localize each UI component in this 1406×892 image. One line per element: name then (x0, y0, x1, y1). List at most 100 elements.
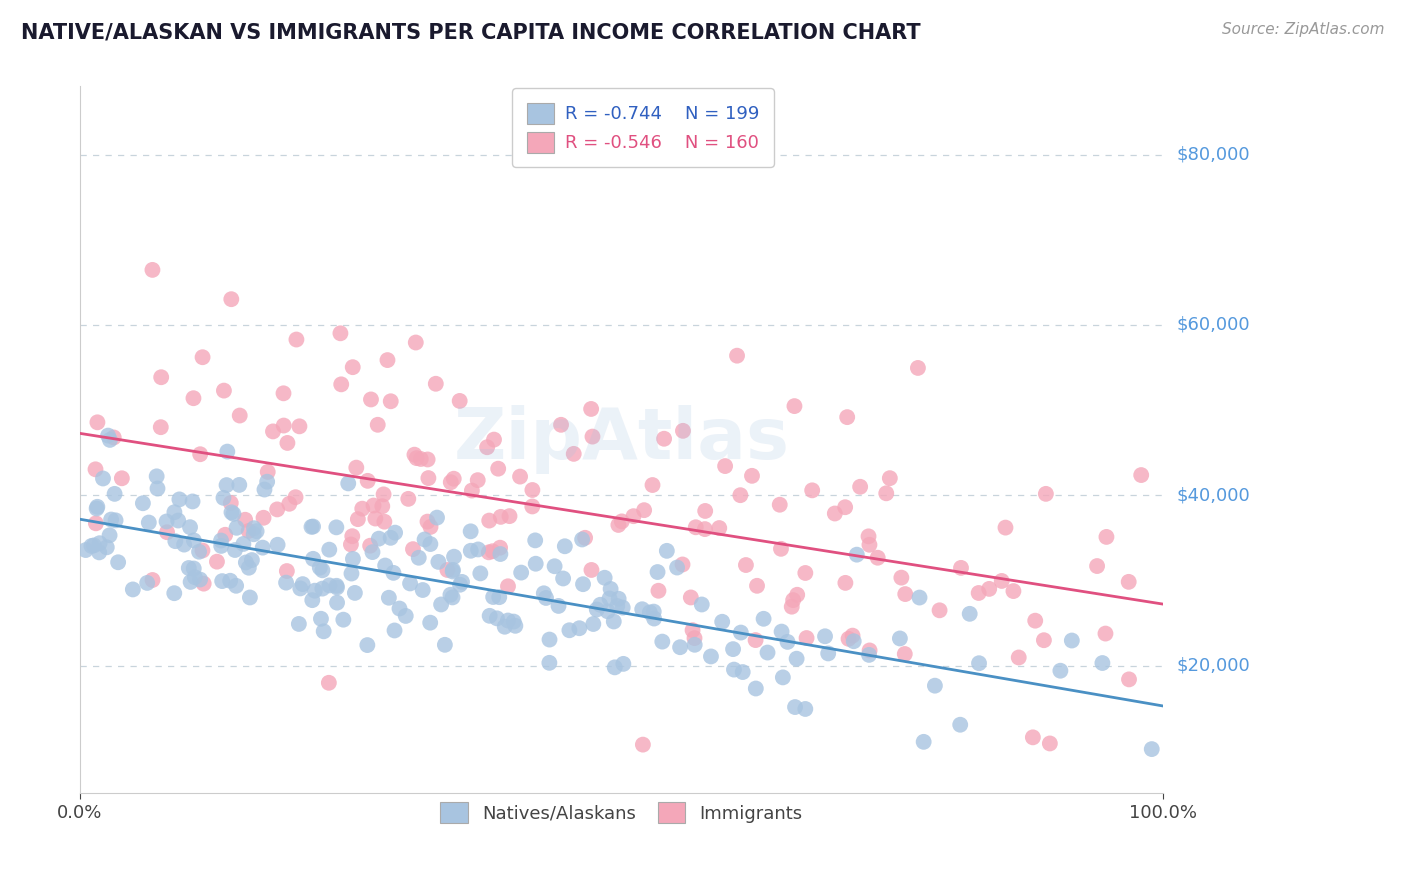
Point (302, 519, 325, 533)
Point (290, 582, 312, 596)
Point (184, 570, 207, 584)
Point (441, 591, 464, 605)
Point (191, 350, 214, 364)
Point (121, 582, 143, 597)
Point (83, 538, 105, 552)
Point (86, 500, 108, 514)
Point (352, 501, 374, 516)
Point (607, 591, 630, 606)
Point (745, 579, 768, 593)
Text: $40,000: $40,000 (1177, 486, 1250, 504)
Point (84, 462, 107, 476)
Point (246, 524, 269, 539)
Point (312, 624, 335, 639)
Point (502, 615, 524, 629)
Point (837, 410, 859, 425)
Point (693, 522, 716, 536)
Point (772, 670, 794, 684)
Point (408, 550, 430, 565)
Point (488, 590, 510, 604)
Point (744, 633, 766, 648)
Point (84, 516, 107, 531)
Point (399, 576, 422, 591)
Point (103, 430, 125, 444)
Point (509, 469, 531, 483)
Point (647, 565, 669, 579)
Point (967, 657, 990, 671)
Point (582, 617, 605, 632)
Point (416, 452, 439, 467)
Point (440, 475, 463, 490)
Point (1130, 468, 1153, 483)
Point (285, 333, 308, 347)
Point (593, 571, 616, 585)
Point (337, 476, 360, 491)
Point (967, 586, 990, 600)
Point (949, 717, 972, 731)
Point (612, 657, 634, 671)
Point (562, 447, 585, 461)
Point (505, 619, 527, 633)
Point (735, 558, 758, 572)
Point (326, 596, 349, 610)
Point (288, 419, 311, 434)
Point (163, 586, 186, 600)
Point (89, 536, 111, 550)
Point (550, 417, 572, 432)
Point (478, 514, 501, 528)
Point (776, 635, 799, 649)
Legend: Natives/Alaskans, Immigrants: Natives/Alaskans, Immigrants (430, 791, 813, 834)
Point (467, 473, 489, 487)
Point (449, 578, 471, 592)
Point (496, 614, 519, 628)
Point (256, 475, 278, 489)
Point (574, 531, 596, 545)
Point (173, 538, 195, 552)
Point (849, 480, 872, 494)
Point (325, 520, 347, 534)
Point (571, 533, 593, 547)
Point (714, 459, 737, 474)
Point (1022, 731, 1045, 745)
Point (418, 471, 440, 485)
Point (75, 543, 97, 558)
Point (709, 521, 731, 535)
Point (150, 370, 173, 384)
Point (599, 591, 621, 606)
Point (273, 386, 295, 401)
Point (1002, 584, 1025, 599)
Point (96, 541, 118, 555)
Point (439, 588, 461, 602)
Point (606, 599, 628, 613)
Point (1140, 742, 1163, 756)
Point (478, 545, 501, 559)
Point (494, 620, 516, 634)
Point (433, 638, 456, 652)
Point (167, 514, 190, 528)
Point (721, 642, 744, 657)
Point (533, 586, 555, 600)
Point (460, 543, 482, 558)
Point (834, 500, 856, 515)
Point (86, 501, 108, 516)
Point (1024, 614, 1046, 628)
Point (522, 500, 544, 514)
Point (342, 360, 364, 375)
Point (181, 494, 204, 508)
Point (589, 598, 612, 612)
Point (1095, 530, 1118, 544)
Point (631, 602, 654, 616)
Point (364, 511, 387, 525)
Point (239, 591, 262, 605)
Point (402, 542, 425, 557)
Point (950, 561, 973, 575)
Point (412, 582, 434, 597)
Point (380, 394, 402, 409)
Point (1118, 574, 1140, 589)
Point (655, 544, 678, 558)
Point (309, 612, 332, 626)
Point (233, 513, 256, 527)
Point (395, 609, 418, 624)
Point (188, 573, 211, 587)
Point (643, 611, 665, 625)
